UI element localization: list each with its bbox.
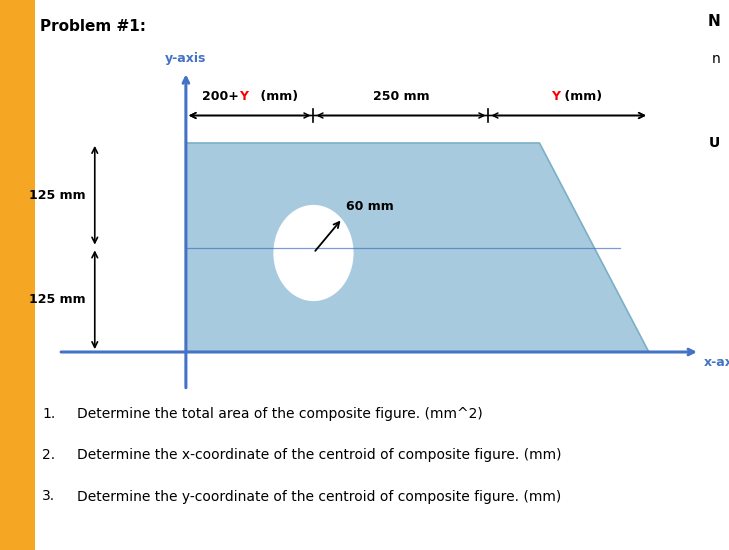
Text: 125 mm: 125 mm [29,293,86,306]
Text: x-axis: x-axis [703,356,729,370]
Text: (mm): (mm) [256,90,297,103]
Text: (mm): (mm) [560,90,602,103]
Text: 250 mm: 250 mm [373,90,429,103]
Text: N: N [708,14,720,29]
Polygon shape [186,143,649,352]
Text: 200+: 200+ [202,90,238,103]
Text: Y: Y [238,90,248,103]
Text: 60 mm: 60 mm [346,200,394,213]
Text: 1.: 1. [42,407,55,421]
Text: U: U [709,136,720,150]
Text: Determine the total area of the composite figure. (mm^2): Determine the total area of the composit… [77,407,483,421]
Bar [0,0,35,550]
Text: y-axis: y-axis [165,52,206,65]
Ellipse shape [273,205,354,301]
Text: Determine the x-coordinate of the centroid of composite figure. (mm): Determine the x-coordinate of the centro… [77,448,561,462]
Text: Problem #1:: Problem #1: [40,19,146,34]
Text: 2.: 2. [42,448,55,462]
Text: 125 mm: 125 mm [29,189,86,202]
Text: Y: Y [551,90,560,103]
Text: Determine the y-coordinate of the centroid of composite figure. (mm): Determine the y-coordinate of the centro… [77,490,561,503]
Text: n: n [712,52,720,66]
Text: 3.: 3. [42,490,55,503]
